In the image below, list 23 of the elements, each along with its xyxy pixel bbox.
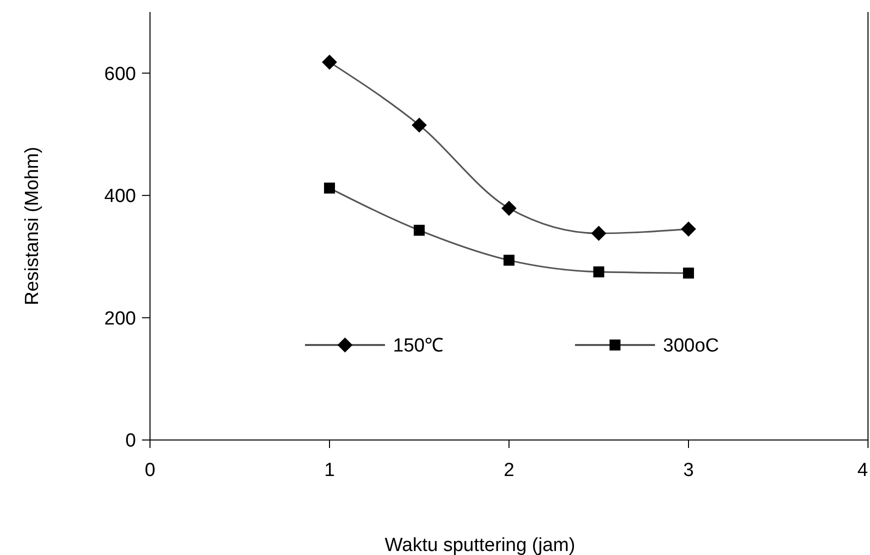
point [683, 268, 694, 279]
point [593, 266, 604, 278]
point [412, 118, 427, 133]
legend-label: 150℃ [393, 336, 444, 357]
x-tick-label: 1 [324, 460, 335, 481]
x-tick-label: 4 [857, 460, 868, 481]
x-tick-label: 0 [144, 460, 156, 481]
x-tick-label: 3 [683, 460, 694, 481]
y-axis-title: Resistansi (Mohm) [22, 146, 43, 306]
point [324, 182, 335, 194]
point [680, 222, 696, 237]
point [591, 226, 606, 241]
point [501, 200, 517, 216]
point [504, 254, 514, 266]
x-tick-label: 2 [504, 460, 514, 481]
point [322, 54, 338, 70]
x-axis-title: Waktu sputtering (jam) [384, 535, 576, 555]
y-tick-label: 400 [104, 186, 136, 208]
y-tick-label: 0 [125, 430, 136, 452]
point [414, 224, 425, 236]
legend-label: 300oC [663, 336, 719, 357]
y-tick-label: 600 [104, 64, 136, 85]
y-tick-label: 200 [104, 308, 136, 330]
